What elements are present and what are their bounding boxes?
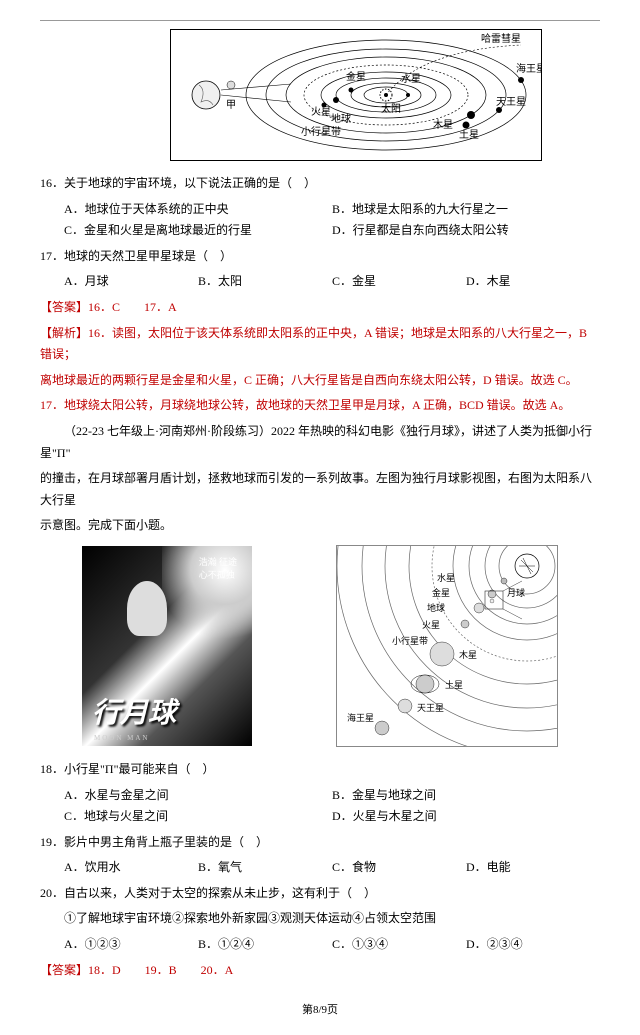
label-mars: 火星 <box>311 106 331 118</box>
context-2b: 的撞击，在月球部署月盾计划，拯救地球而引发的一系列故事。左图为独行月球影视图，右… <box>40 468 600 511</box>
q16-opt-b: B．地球是太阳系的九大行星之一 <box>332 199 600 221</box>
q20-opt-d: D．②③④ <box>466 934 600 956</box>
sl-jupiter: 木星 <box>459 649 477 660</box>
q17-opt-c: C．金星 <box>332 271 466 293</box>
sl-mercury: 水星 <box>437 572 455 583</box>
sl-saturn: 土星 <box>445 679 463 690</box>
label-earth-inner: 地球 <box>331 112 351 125</box>
label-mercury: 水星 <box>401 73 421 85</box>
label-comet: 哈雷彗星 <box>481 32 521 45</box>
label-jupiter: 木星 <box>433 119 453 131</box>
q18-opt-c: C．地球与火星之间 <box>64 806 332 828</box>
q19-opt-c: C．食物 <box>332 857 466 879</box>
sl-moon: 月球 <box>507 587 525 598</box>
context-2a: （22-23 七年级上·河南郑州·阶段练习）2022 年热映的科幻电影《独行月球… <box>40 421 600 464</box>
poster-sub2: 心不孤独 <box>199 570 235 580</box>
q19-options: A．饮用水 B．氧气 C．食物 D．电能 <box>40 857 600 879</box>
sl-asteroid: 小行星带 <box>392 635 428 646</box>
label-uranus: 天王星 <box>496 96 526 108</box>
poster-title: 行月球 <box>92 691 176 731</box>
q20-options: A．①②③ B．①②④ C．①③④ D．②③④ <box>40 934 600 956</box>
label-neptune: 海王星 <box>516 62 541 75</box>
q16-opt-d: D．行星都是自东向西绕太阳公转 <box>332 220 600 242</box>
q17-stem: 17．地球的天然卫星甲星球是（ ） <box>40 246 600 268</box>
q17-options: A．月球 B．太阳 C．金星 D．木星 <box>40 271 600 293</box>
solar-system-top-diagram: 哈雷彗星 海王星 天王星 土星 木星 小行星带 火星 地球 金星 水星 太阳 甲 <box>170 29 542 161</box>
q19-opt-d: D．电能 <box>466 857 600 879</box>
q18-opt-a: A．水星与金星之间 <box>64 785 332 807</box>
q17-opt-d: D．木星 <box>466 271 600 293</box>
q18-opt-d: D．火星与木星之间 <box>332 806 600 828</box>
q16-opt-a: A．地球位于天体系统的正中央 <box>64 199 332 221</box>
label-jia: 甲 <box>226 100 236 111</box>
answer-18-20: 【答案】18．D 19．B 20．A <box>40 960 600 982</box>
movie-poster: 浩瀚 征途 心不孤独 行月球 MOON MAN <box>82 546 252 746</box>
q20-opt-b: B．①②④ <box>198 934 332 956</box>
q20-items: ①了解地球宇宙环境②探索地外新家园③观测天体运动④占领太空范围 <box>40 908 600 930</box>
label-sun: 太阳 <box>381 102 401 115</box>
context-2c: 示意图。完成下面小题。 <box>40 515 600 537</box>
label-venus: 金星 <box>346 70 366 83</box>
q20-opt-a: A．①②③ <box>64 934 198 956</box>
answer-16-17: 【答案】16．C 17．A <box>40 297 600 319</box>
sl-mars: 火星 <box>422 620 440 630</box>
q16-opt-c: C．金星和火星是离地球最近的行星 <box>64 220 332 242</box>
q19-stem: 19．影片中男主角背上瓶子里装的是（ ） <box>40 832 600 854</box>
analysis-16a: 【解析】16．读图，太阳位于该天体系统即太阳系的正中央，A 错误；地球是太阳系的… <box>40 323 600 366</box>
q18-stem: 18．小行星"Π"最可能来自（ ） <box>40 759 600 781</box>
q18-opt-b: B．金星与地球之间 <box>332 785 600 807</box>
page-top-divider <box>40 20 600 21</box>
q19-opt-a: A．饮用水 <box>64 857 198 879</box>
sl-venus: 金星 <box>432 587 450 598</box>
page-footer: 第8/9页 <box>40 1001 600 1025</box>
analysis-17: 17．地球绕太阳公转，月球绕地球公转，故地球的天然卫星甲是月球，A 正确，BCD… <box>40 395 600 417</box>
image-row: 浩瀚 征途 心不孤独 行月球 MOON MAN <box>40 545 600 747</box>
poster-sub1: 浩瀚 征途 <box>199 557 237 567</box>
label-saturn: 土星 <box>459 128 479 141</box>
label-asteroid-belt: 小行星带 <box>301 125 341 138</box>
analysis-16b: 离地球最近的两颗行星是金星和火星，C 正确；八大行星皆是自西向东绕太阳公转，D … <box>40 370 600 392</box>
sl-earth: 地球 <box>427 602 445 613</box>
poster-small: MOON MAN <box>94 734 149 742</box>
q19-opt-b: B．氧气 <box>198 857 332 879</box>
q16-options: A．地球位于天体系统的正中央 B．地球是太阳系的九大行星之一 C．金星和火星是离… <box>40 199 600 242</box>
solar-system-right-diagram: 月球 水星 金星 地球 火星 小行星带 木星 土星 天王星 海王星 <box>336 545 558 747</box>
sl-neptune: 海王星 <box>347 712 374 723</box>
q17-opt-a: A．月球 <box>64 271 198 293</box>
q20-stem: 20．自古以来，人类对于太空的探索从未止步，这有利于（ ） <box>40 883 600 905</box>
sl-uranus: 天王星 <box>417 703 444 713</box>
q16-stem: 16．关于地球的宇宙环境，以下说法正确的是（ ） <box>40 173 600 195</box>
q18-options: A．水星与金星之间 B．金星与地球之间 C．地球与火星之间 D．火星与木星之间 <box>40 785 600 828</box>
q17-opt-b: B．太阳 <box>198 271 332 293</box>
q20-opt-c: C．①③④ <box>332 934 466 956</box>
